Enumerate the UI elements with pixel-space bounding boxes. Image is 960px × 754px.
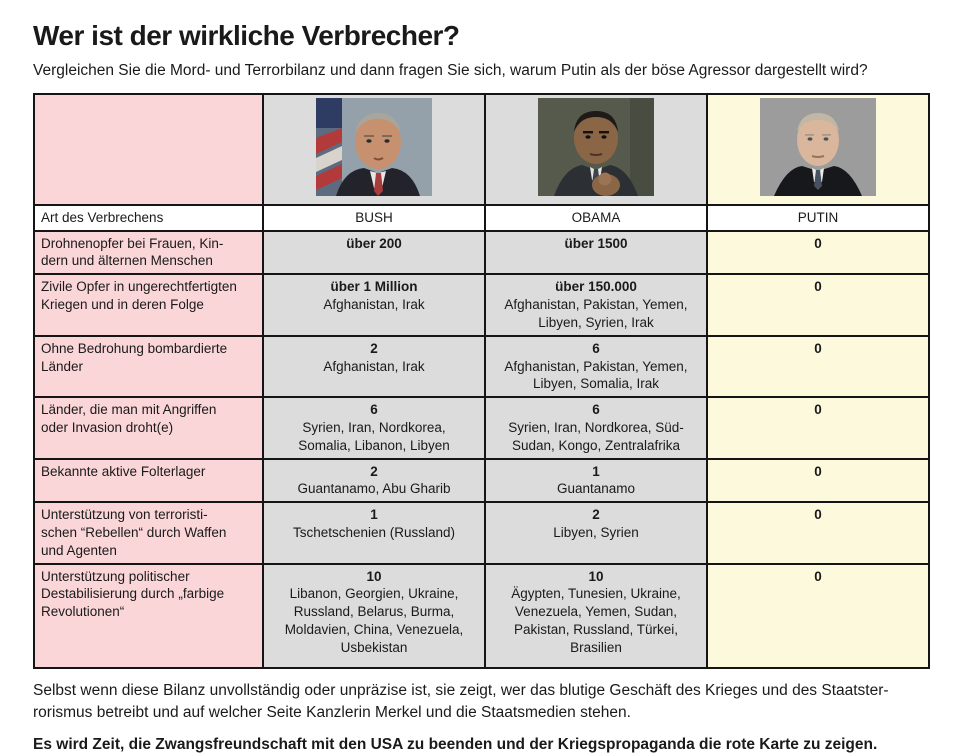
obama-portrait-photo (538, 98, 654, 201)
cell-detail: Syrien, Iran, Nordkorea, Somalia, Libano… (298, 419, 450, 453)
comparison-table: Art des Verbrechens BUSH OBAMA PUTIN Dro… (33, 93, 930, 669)
table-row-terror-unterstuetzung: Unterstützung von terroristi- schen “Reb… (33, 501, 930, 565)
bush-value-cell: 6 Syrien, Iran, Nordkorea, Somalia, Liba… (262, 396, 486, 460)
conclusion-line-2: rorismus betreibt und auf welcher Seite … (33, 704, 631, 722)
bush-value-cell: über 200 (262, 229, 486, 276)
putin-portrait-photo (760, 98, 876, 201)
conclusion-text: Selbst wenn diese Bilanz unvollständig o… (33, 680, 928, 725)
cell-count: 0 (814, 568, 822, 584)
putin-value-cell: 0 (706, 396, 930, 460)
table-row-zivile-opfer: Zivile Opfer in ungerechtfertigten Krieg… (33, 273, 930, 337)
crime-type-label: Drohnenopfer bei Frauen, Kin- dern und ä… (33, 229, 264, 276)
cell-count: 0 (814, 402, 822, 418)
cell-detail: Ägypten, Tunesien, Ukraine, Venezuela, Y… (511, 586, 681, 655)
photo-header-row (33, 93, 930, 206)
cell-count: 0 (814, 507, 822, 523)
call-to-action-text: Es wird Zeit, die Zwangsfreundschaft mit… (33, 735, 878, 753)
corner-cell (33, 93, 264, 206)
crime-type-label: Zivile Opfer in ungerechtfertigten Krieg… (33, 273, 264, 337)
obama-value-cell: über 150.000 Afghanistan, Pakistan, Yeme… (484, 273, 708, 337)
type-column-header: Art des Verbrechens (33, 203, 264, 232)
obama-value-cell: über 1500 (484, 229, 708, 276)
cell-detail: Tschetschenien (Russland) (292, 525, 456, 540)
cell-count: über 150.000 (555, 279, 637, 295)
cell-detail: Afghanistan, Pakistan, Yemen, Libyen, Sy… (504, 297, 688, 330)
putin-value-cell: 0 (706, 562, 930, 669)
cell-count: über 200 (346, 235, 402, 251)
crime-type-label: Ohne Bedrohung bombardierte Länder (33, 334, 264, 399)
cell-count: 0 (814, 463, 822, 479)
cell-count: 2 (592, 507, 600, 523)
column-header-bush: BUSH (262, 203, 486, 232)
putin-value-cell: 0 (706, 501, 930, 565)
cell-count: 10 (366, 568, 382, 584)
cell-detail: Syrien, Iran, Nordkorea, Süd- Sudan, Kon… (508, 419, 684, 453)
column-header-obama: OBAMA (484, 203, 708, 232)
cell-count: über 1500 (564, 235, 628, 251)
cell-count: 6 (370, 402, 378, 418)
cell-count: 6 (592, 340, 600, 356)
crime-type-label: Länder, die man mit Angriffen oder Invas… (33, 396, 264, 460)
bush-value-cell: 2 Guantanamo, Abu Gharib (262, 457, 486, 504)
cell-detail: Afghanistan, Irak (323, 358, 425, 374)
bush-photo-cell (262, 93, 486, 206)
crime-type-label: Bekannte aktive Folterlager (33, 457, 264, 504)
cell-count: 10 (588, 568, 604, 584)
bush-value-cell: über 1 Million Afghanistan, Irak (262, 273, 486, 337)
table-row-destabilisierung: Unterstützung politischer Destabilisieru… (33, 562, 930, 669)
page-subtitle: Vergleichen Sie die Mord- und Terrorbila… (33, 62, 868, 79)
table-row-angriffsdrohungen: Länder, die man mit Angriffen oder Invas… (33, 396, 930, 460)
cell-count: 2 (370, 463, 378, 479)
cell-detail: Guantanamo (556, 481, 636, 497)
cell-detail: Libyen, Syrien (553, 525, 639, 540)
putin-value-cell: 0 (706, 273, 930, 337)
crime-type-label: Unterstützung von terroristi- schen “Reb… (33, 501, 264, 565)
cell-count: 6 (592, 402, 600, 418)
cell-count: 1 (370, 507, 378, 523)
column-header-putin: PUTIN (706, 203, 930, 232)
obama-photo-cell (484, 93, 708, 206)
cell-count: 1 (592, 463, 600, 479)
table-row-bombardierte-laender: Ohne Bedrohung bombardierte Länder 2 Afg… (33, 334, 930, 399)
table-row-folterlager: Bekannte aktive Folterlager 2 Guantanamo… (33, 457, 930, 504)
bush-value-cell: 2 Afghanistan, Irak (262, 334, 486, 399)
obama-value-cell: 10 Ägypten, Tunesien, Ukraine, Venezuela… (484, 562, 708, 669)
cell-detail: Afghanistan, Pakistan, Yemen, Libyen, So… (504, 358, 688, 392)
bush-portrait-photo (316, 98, 432, 201)
putin-value-cell: 0 (706, 334, 930, 399)
cell-count: 0 (814, 279, 822, 295)
obama-value-cell: 1 Guantanamo (484, 457, 708, 504)
bush-value-cell: 1 Tschetschenien (Russland) (262, 501, 486, 565)
crime-type-label: Unterstützung politischer Destabilisieru… (33, 562, 264, 669)
cell-count: 2 (370, 340, 378, 356)
obama-value-cell: 2 Libyen, Syrien (484, 501, 708, 565)
obama-value-cell: 6 Syrien, Iran, Nordkorea, Süd- Sudan, K… (484, 396, 708, 460)
cell-detail: Guantanamo, Abu Gharib (297, 481, 451, 497)
bush-value-cell: 10 Libanon, Georgien, Ukraine, Russland,… (262, 562, 486, 669)
putin-value-cell: 0 (706, 457, 930, 504)
table-row-drohnenopfer: Drohnenopfer bei Frauen, Kin- dern und ä… (33, 229, 930, 276)
cell-detail: Libanon, Georgien, Ukraine, Russland, Be… (284, 586, 464, 655)
cell-count: über 1 Million (330, 279, 418, 295)
cell-count: 0 (814, 340, 822, 356)
cell-detail: Afghanistan, Irak (323, 297, 425, 313)
name-header-row: Art des Verbrechens BUSH OBAMA PUTIN (33, 203, 930, 232)
page-title: Wer ist der wirkliche Verbrecher? (33, 20, 460, 51)
conclusion-line-1: Selbst wenn diese Bilanz unvollständig o… (33, 681, 889, 699)
obama-value-cell: 6 Afghanistan, Pakistan, Yemen, Libyen, … (484, 334, 708, 399)
putin-value-cell: 0 (706, 229, 930, 276)
cell-count: 0 (814, 235, 822, 251)
putin-photo-cell (706, 93, 930, 206)
